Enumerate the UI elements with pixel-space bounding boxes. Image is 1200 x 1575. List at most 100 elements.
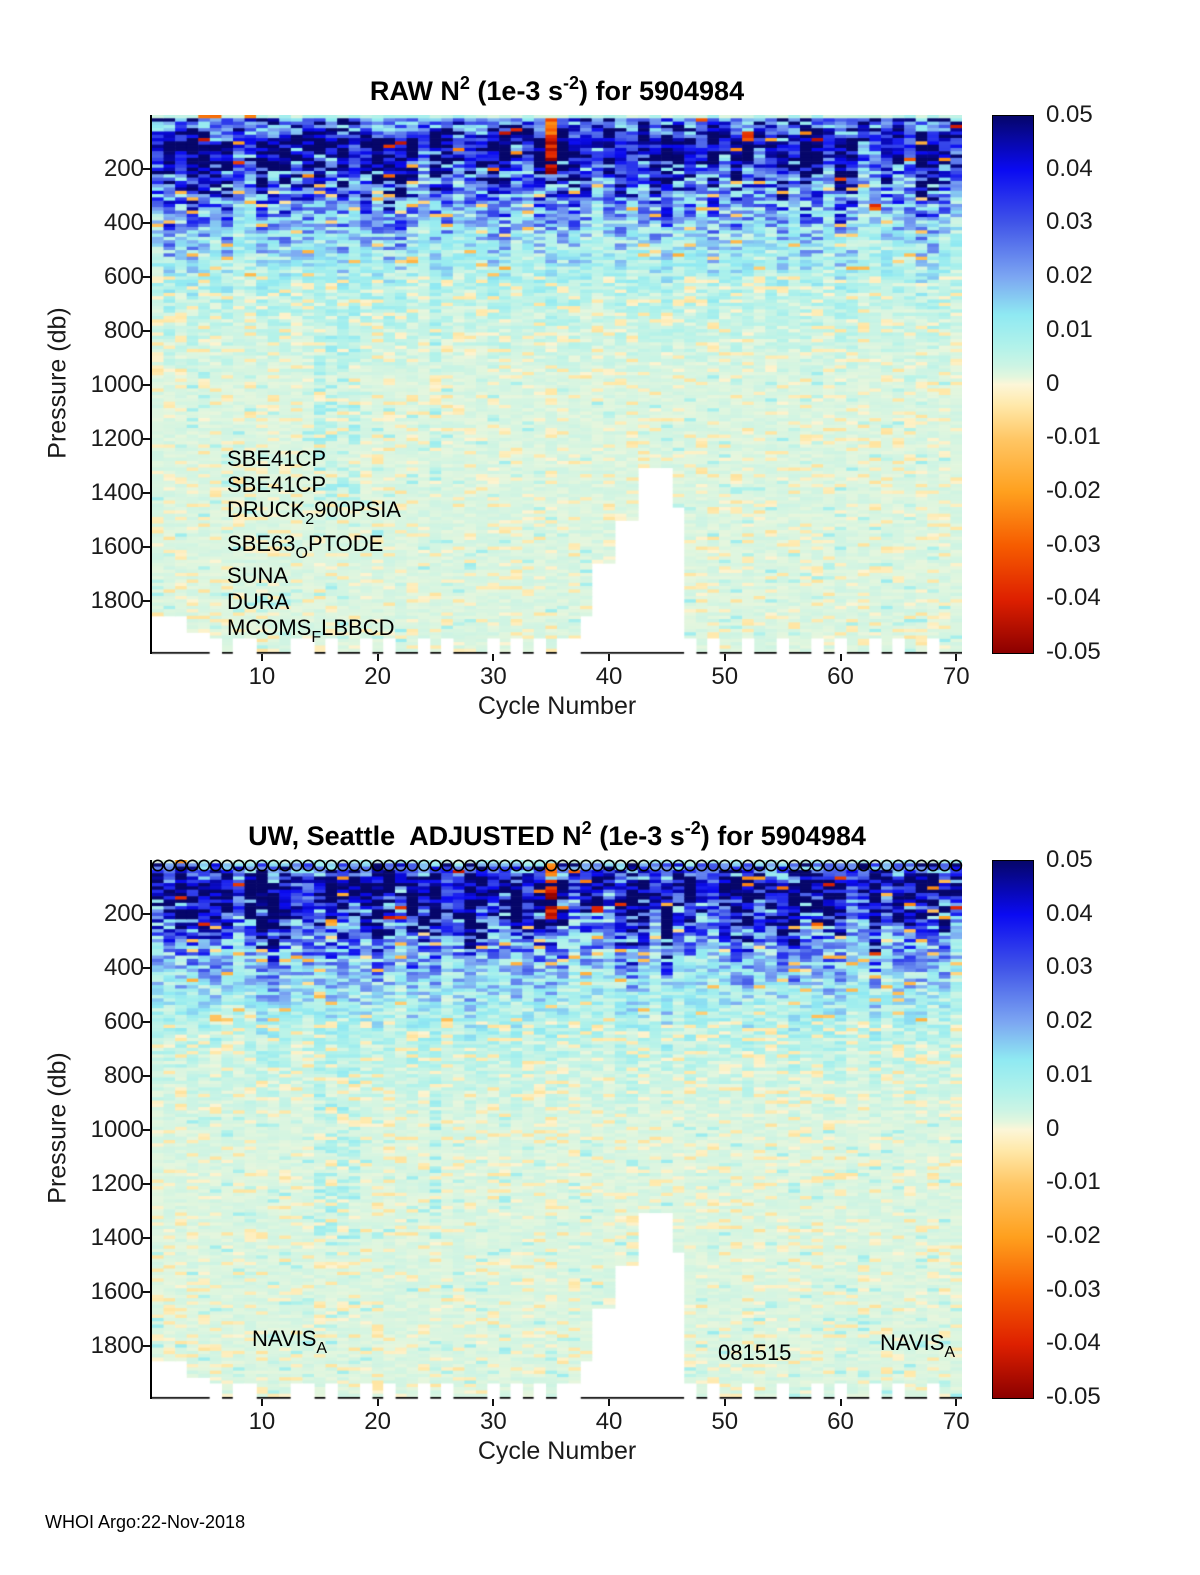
raw-y-tick-label: 1200 — [90, 424, 144, 452]
raw-title-superscript: 2 — [459, 73, 470, 93]
adjusted-colorbar-tick-label: -0.05 — [1046, 1383, 1101, 1410]
adjusted-y-tick-label: 1200 — [90, 1169, 144, 1197]
cycle-marker-circle-icon — [406, 859, 419, 872]
raw-y-tick-label: 400 — [103, 208, 144, 236]
adjusted-annotation: NAVISA — [880, 1330, 955, 1361]
cycle-marker-circle-icon — [556, 859, 569, 872]
adjusted-colorbar-tick-label: 0.01 — [1046, 1060, 1093, 1088]
cycle-marker-circle-icon — [880, 859, 893, 872]
cycle-marker-circle-icon — [464, 859, 477, 872]
annotation-subscript: O — [295, 545, 308, 562]
raw-x-tick-label: 50 — [711, 663, 739, 690]
raw-y-tick-mark — [142, 221, 150, 224]
raw-colorbar-tick-label: -0.04 — [1046, 584, 1101, 612]
adjusted-title-superscript-2: -2 — [684, 818, 701, 838]
raw-y-tick-mark — [142, 329, 150, 332]
annotation-text: 081515 — [718, 1340, 792, 1365]
cycle-marker-circle-icon — [302, 859, 315, 872]
raw-x-axis-label: Cycle Number — [477, 692, 637, 720]
raw-y-tick-label: 1800 — [90, 586, 144, 614]
adjusted-y-tick-label: 200 — [103, 899, 144, 927]
cycle-marker-circle-icon — [730, 859, 743, 872]
raw-x-tick-label: 30 — [479, 663, 507, 690]
adjusted-x-axis-label: Cycle Number — [477, 1437, 637, 1465]
raw-x-tick-label: 40 — [595, 663, 623, 690]
cycle-marker-circle-icon — [626, 859, 639, 872]
adjusted-colorbar-tick-label: 0 — [1046, 1114, 1060, 1142]
cycle-marker-circle-icon — [614, 859, 627, 872]
cycle-marker-circle-icon — [903, 859, 916, 872]
cycle-marker-circle-icon — [522, 859, 535, 872]
adjusted-x-tick-label: 50 — [711, 1408, 739, 1435]
raw-annotation: SBE41CP — [227, 446, 326, 472]
annotation-subscript: F — [311, 629, 322, 646]
annotation-subscript: A — [316, 1340, 328, 1357]
cycle-marker-circle-icon — [938, 859, 951, 872]
cycle-marker-circle-icon — [741, 859, 754, 872]
cycle-marker-circle-icon — [290, 859, 303, 872]
cycle-marker-circle-icon — [672, 859, 685, 872]
adjusted-x-tick-label: 70 — [942, 1408, 970, 1435]
cycle-marker-circle-icon — [151, 859, 164, 872]
cycle-marker-circle-icon — [475, 859, 488, 872]
cycle-marker-circle-icon — [244, 859, 257, 872]
cycle-marker-circle-icon — [221, 859, 234, 872]
adjusted-y-tick-mark — [142, 1236, 150, 1239]
cycle-marker-circle-icon — [487, 859, 500, 872]
raw-annotation: DURA — [227, 589, 289, 615]
adjusted-y-tick-label: 1000 — [90, 1115, 144, 1143]
cycle-marker-circle-icon — [927, 859, 940, 872]
raw-title-prefix: RAW N — [369, 76, 460, 106]
cycle-marker-circle-icon — [441, 859, 454, 872]
raw-x-tick-label: 70 — [942, 663, 970, 690]
cycle-marker-circle-icon — [707, 859, 720, 872]
adjusted-y-tick-mark — [142, 966, 150, 969]
adjusted-heatmap-canvas — [152, 860, 962, 1401]
annotation-text: SBE63 — [227, 531, 296, 556]
cycle-marker-circle-icon — [255, 859, 268, 872]
adjusted-y-tick-label: 600 — [103, 1007, 144, 1035]
raw-annotation: SUNA — [227, 563, 288, 589]
adjusted-x-tick-mark — [839, 1399, 842, 1406]
adjusted-title-superscript: 2 — [581, 818, 592, 838]
cycle-marker-circle-icon — [776, 859, 789, 872]
raw-colorbar-tick-label: 0.03 — [1046, 208, 1093, 236]
raw-y-tick-label: 1400 — [90, 478, 144, 506]
annotation-text: 900PSIA — [314, 497, 401, 522]
raw-colorbar-tick-label: -0.03 — [1046, 530, 1101, 558]
raw-colorbar-tick-label: 0.02 — [1046, 262, 1093, 290]
raw-x-tick-mark — [955, 654, 958, 661]
cycle-marker-circle-icon — [799, 859, 812, 872]
adjusted-y-tick-mark — [142, 1290, 150, 1293]
cycle-marker-circle-icon — [417, 859, 430, 872]
cycle-marker-circle-icon — [452, 859, 465, 872]
cycle-marker-circle-icon — [811, 859, 824, 872]
raw-y-tick-label: 200 — [103, 154, 144, 182]
cycle-marker-circle-icon — [348, 859, 361, 872]
cycle-marker-circle-icon — [788, 859, 801, 872]
adjusted-annotation: 081515 — [718, 1340, 791, 1366]
raw-annotation: SBE41CP — [227, 472, 326, 498]
cycle-marker-circle-icon — [695, 859, 708, 872]
annotation-text: SBE41CP — [227, 472, 327, 497]
adjusted-y-tick-mark — [142, 1020, 150, 1023]
cycle-marker-circle-icon — [915, 859, 928, 872]
cycle-marker-circle-icon — [869, 859, 882, 872]
adjusted-title-mid: (1e-3 s — [591, 821, 685, 851]
raw-y-tick-label: 1600 — [90, 532, 144, 560]
cycle-marker-circle-icon — [371, 859, 384, 872]
annotation-text: NAVIS — [880, 1330, 945, 1355]
raw-x-tick-mark — [608, 654, 611, 661]
adjusted-panel-title: UW, Seattle ADJUSTED N2 (1e-3 s-2) for 5… — [248, 818, 866, 852]
adjusted-cycle-marker-row — [151, 859, 963, 872]
cycle-marker-circle-icon — [950, 859, 963, 872]
cycle-marker-circle-icon — [279, 859, 292, 872]
raw-x-tick-mark — [260, 654, 263, 661]
cycle-marker-circle-icon — [510, 859, 523, 872]
cycle-marker-circle-icon — [753, 859, 766, 872]
raw-colorbar-tick-label: -0.05 — [1046, 638, 1101, 665]
adjusted-y-tick-mark — [142, 912, 150, 915]
cycle-marker-circle-icon — [394, 859, 407, 872]
cycle-marker-circle-icon — [568, 859, 581, 872]
raw-y-tick-mark — [142, 383, 150, 386]
